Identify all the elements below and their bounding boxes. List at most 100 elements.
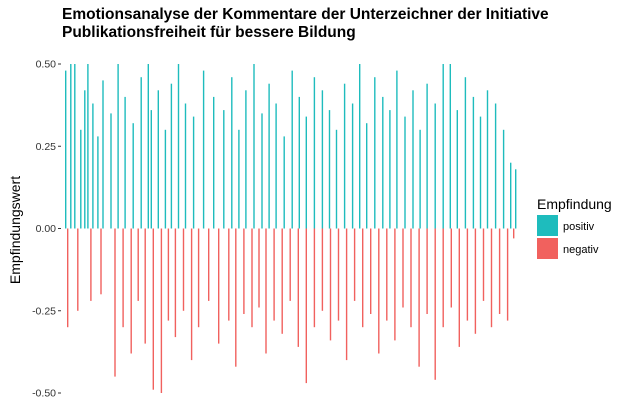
negativ-bar bbox=[182, 228, 185, 311]
negativ-bar bbox=[190, 228, 193, 361]
positiv-bar bbox=[275, 103, 277, 229]
negativ-bar bbox=[90, 228, 92, 301]
negativ-bar bbox=[218, 228, 220, 344]
positiv-bar bbox=[87, 64, 89, 229]
negativ-bar bbox=[378, 228, 380, 354]
negativ-bar bbox=[513, 228, 515, 239]
positiv-bar bbox=[245, 90, 247, 229]
positiv-bar bbox=[456, 110, 458, 229]
negativ-bar bbox=[506, 228, 509, 321]
negativ-bar bbox=[321, 228, 324, 311]
positiv-bar bbox=[515, 169, 517, 229]
positiv-bar bbox=[426, 83, 428, 229]
positiv-bar bbox=[140, 77, 142, 229]
negativ-bar bbox=[353, 228, 356, 301]
positiv-bar bbox=[238, 129, 240, 229]
negativ-bar bbox=[265, 228, 267, 354]
positiv-bar bbox=[231, 77, 233, 229]
positiv-bar bbox=[291, 70, 293, 229]
y-axis: -0.50 -0.25 0.00 0.25 0.50 bbox=[32, 59, 61, 400]
positiv-bar bbox=[494, 103, 497, 229]
negativ-bar bbox=[208, 228, 210, 301]
positiv-bar bbox=[132, 123, 134, 229]
negativ-bar bbox=[235, 228, 237, 367]
negativ-bar bbox=[490, 228, 493, 328]
negativ-bar bbox=[67, 228, 69, 328]
negativ-bar bbox=[442, 228, 444, 328]
negativ-bar bbox=[77, 228, 79, 311]
y-tick-label: -0.25 bbox=[32, 305, 56, 317]
positiv-bar bbox=[223, 110, 225, 229]
positiv-bar bbox=[510, 162, 512, 229]
positiv-bar bbox=[124, 96, 126, 229]
negativ-bar bbox=[305, 228, 307, 384]
negativ-bar bbox=[313, 228, 316, 328]
positiv-bar bbox=[150, 110, 152, 229]
positiv-bar bbox=[110, 113, 112, 229]
positiv-bar bbox=[92, 103, 94, 229]
positiv-bar bbox=[74, 64, 76, 229]
y-tick-label: -0.50 bbox=[32, 388, 56, 400]
negativ-bar bbox=[498, 228, 501, 314]
negativ-bar bbox=[273, 228, 275, 321]
negativ-bar bbox=[410, 228, 412, 328]
positiv-bar bbox=[157, 90, 159, 229]
negativ-bar bbox=[160, 228, 163, 393]
legend-title: Empfindung bbox=[537, 196, 612, 212]
negativ-bar bbox=[386, 228, 388, 321]
positiv-bar bbox=[396, 70, 398, 229]
negativ-bar bbox=[197, 228, 200, 328]
negativ-bar bbox=[281, 228, 283, 334]
chart-title: Emotionsanalyse der Kommentare der Unter… bbox=[62, 6, 549, 41]
positiv-bar bbox=[374, 77, 376, 229]
negativ-bar bbox=[114, 228, 116, 377]
positiv-bar bbox=[321, 90, 324, 229]
positiv-bar bbox=[213, 96, 215, 229]
positiv-bar bbox=[192, 116, 195, 229]
negativ-bar bbox=[251, 228, 253, 328]
positiv-bar bbox=[97, 136, 99, 229]
positiv-bar bbox=[472, 96, 475, 229]
positiv-bar bbox=[486, 90, 489, 229]
negativ-bar bbox=[174, 228, 177, 338]
positiv-bar bbox=[102, 80, 104, 229]
positiv-bar bbox=[268, 83, 270, 229]
legend: Empfindung positiv negativ bbox=[537, 196, 612, 259]
positiv-bar bbox=[502, 129, 505, 229]
positiv-bar bbox=[343, 83, 346, 229]
legend-swatch-positiv bbox=[537, 215, 558, 236]
negativ-bar bbox=[243, 228, 245, 314]
positiv-bar bbox=[84, 90, 86, 229]
positiv-bar bbox=[283, 136, 285, 229]
positiv-bar bbox=[359, 64, 361, 229]
positiv-bar bbox=[351, 103, 354, 229]
positiv-bar bbox=[164, 129, 167, 229]
positiv-bar bbox=[313, 77, 316, 229]
y-tick-label: 0.25 bbox=[36, 141, 57, 153]
positiv-bar bbox=[464, 77, 467, 229]
negativ-bar bbox=[394, 228, 396, 341]
positiv-bar bbox=[70, 64, 72, 229]
negativ-bar bbox=[289, 228, 291, 301]
y-tick-label: 0.00 bbox=[36, 223, 57, 235]
y-tick-label: 0.50 bbox=[36, 59, 57, 71]
positiv-bar bbox=[442, 64, 444, 229]
positiv-bar bbox=[147, 64, 149, 229]
positiv-bar bbox=[404, 116, 406, 229]
positiv-bar bbox=[65, 70, 67, 229]
negativ-bar bbox=[434, 228, 436, 380]
positiv-bar bbox=[202, 70, 205, 229]
negativ-bar bbox=[482, 228, 485, 301]
positiv-bar bbox=[80, 129, 82, 229]
negativ-bar bbox=[458, 228, 460, 347]
negativ-bar bbox=[137, 228, 139, 301]
positiv-bar bbox=[335, 129, 338, 229]
positiv-bar bbox=[382, 96, 384, 229]
negativ-bar bbox=[418, 228, 420, 367]
positiv-bar bbox=[412, 90, 414, 229]
negativ-bar bbox=[329, 228, 332, 341]
positiv-bar bbox=[479, 116, 482, 229]
negativ-bar bbox=[362, 228, 364, 328]
negativ-bar bbox=[228, 228, 230, 321]
